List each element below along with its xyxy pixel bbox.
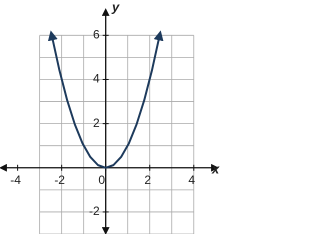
y-tick-label: -2	[89, 204, 100, 218]
y-tick-label: 4	[93, 72, 100, 86]
chart: x y -4 -2 0 2 4 -2 2 4 6	[0, 0, 220, 234]
x-axis-label: x	[211, 161, 220, 176]
x-tick-label: -2	[54, 173, 65, 187]
curve	[47, 30, 164, 169]
x-tick-label: -4	[10, 173, 21, 187]
x-tick-label: 4	[188, 173, 195, 187]
y-axis-label: y	[111, 0, 120, 14]
y-tick-label: 6	[93, 27, 100, 41]
x-tick-label: 0	[98, 173, 105, 187]
axes	[0, 8, 219, 234]
grid	[39, 34, 195, 234]
y-tick-label: 2	[93, 116, 100, 130]
x-tick-label: 2	[144, 173, 151, 187]
